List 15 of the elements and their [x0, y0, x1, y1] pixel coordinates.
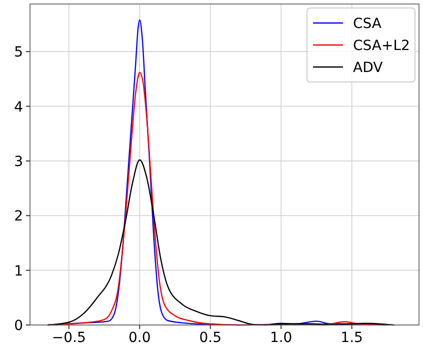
- x-tick-label: 1.0: [270, 330, 292, 346]
- y-tick-label: 3: [14, 154, 23, 170]
- x-tick-label: 1.5: [340, 330, 363, 346]
- legend-label: CSA: [353, 16, 382, 32]
- y-tick-label: 4: [14, 99, 24, 116]
- x-tick-label: 0.5: [199, 330, 222, 346]
- x-tick-label: 0.0: [128, 330, 151, 346]
- y-tick-label: 2: [14, 208, 23, 225]
- line-series: [47, 159, 395, 326]
- legend-label: CSA+L2: [353, 38, 410, 54]
- x-tick-label: −0.5: [52, 330, 86, 346]
- y-tick-label: 0: [14, 318, 23, 334]
- y-tick-label: 1: [14, 263, 23, 280]
- y-tick-label: 5: [14, 44, 23, 61]
- legend-label: ADV: [353, 60, 384, 76]
